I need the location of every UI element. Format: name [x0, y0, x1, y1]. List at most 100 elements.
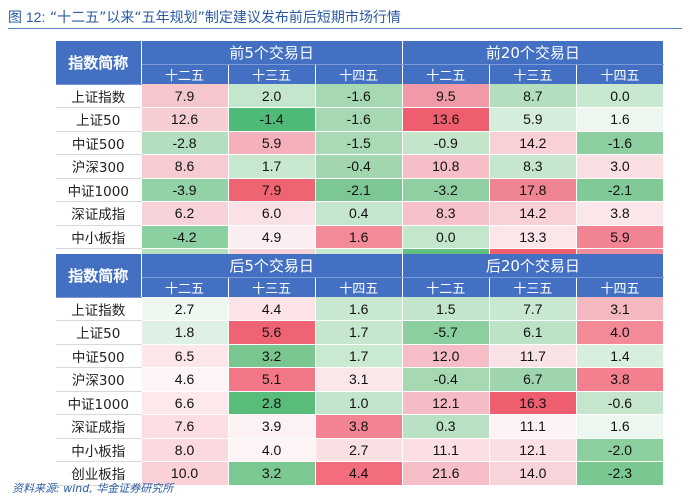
return-cell: 5.1 — [228, 367, 316, 392]
return-cell: 7.9 — [228, 178, 316, 202]
subheader-14th-plan: 十四五 — [576, 64, 665, 84]
table-row: 创业板指 10.0 3.2 4.4 21.6 14.0 -2.3 — [56, 461, 665, 486]
table-body: 上证指数 7.9 2.0 -1.6 9.5 8.7 0.0 上证50 12.6 -1.4 -1.6 1… — [56, 84, 665, 273]
return-cell: 2.7 — [141, 297, 229, 321]
table-row: 中证1000 6.6 2.8 1.0 12.1 16.3 -0.6 — [56, 391, 665, 415]
return-cell: -3.9 — [141, 178, 229, 202]
row-label: 深证成指 — [56, 201, 142, 226]
return-cell: 11.7 — [489, 344, 577, 368]
return-cell: 14.2 — [489, 201, 577, 226]
subheader-13th-plan: 十三五 — [228, 277, 316, 297]
return-cell: 8.0 — [141, 438, 229, 462]
subheader-13th-plan: 十三五 — [228, 64, 316, 84]
return-cell: 3.0 — [576, 154, 665, 179]
table-row: 中证500 -2.8 5.9 -1.5 -0.9 14.2 -1.6 — [56, 131, 665, 155]
return-cell: 3.2 — [228, 344, 316, 368]
row-label: 创业板指 — [56, 461, 142, 486]
return-cell: 8.3 — [402, 201, 490, 226]
return-cell: 5.9 — [489, 107, 577, 132]
group-header-before-5-days: 前5个交易日 — [141, 41, 403, 65]
return-cell: 4.4 — [315, 461, 403, 486]
table-row: 沪深300 8.6 1.7 -0.4 10.8 8.3 3.0 — [56, 154, 665, 179]
return-cell: 1.4 — [576, 344, 665, 368]
return-cell: -1.5 — [315, 131, 403, 155]
row-label: 上证50 — [56, 107, 142, 132]
return-cell: 1.7 — [315, 320, 403, 345]
return-cell: -2.1 — [315, 178, 403, 202]
table-row: 中小板指 -4.2 4.9 1.6 0.0 13.3 5.9 — [56, 225, 665, 249]
return-cell: -0.6 — [576, 391, 665, 415]
group-header-after-20-days: 后20个交易日 — [402, 254, 665, 278]
return-cell: -1.6 — [315, 107, 403, 132]
row-header-index-name: 指数简称 — [56, 254, 142, 298]
return-cell: -1.4 — [228, 107, 316, 132]
return-cell: 0.3 — [402, 414, 490, 439]
return-cell: 8.6 — [141, 154, 229, 179]
figure-caption: 图 12: “十二五”以来“五年规划”制定建议发布前后短期市场行情 — [8, 6, 682, 29]
row-label: 中证500 — [56, 131, 142, 155]
return-cell: 8.7 — [489, 84, 577, 108]
return-cell: 5.9 — [576, 225, 665, 249]
return-cell: 1.6 — [315, 225, 403, 249]
source-note: 资料来源: wind, 华金证券研究所 — [12, 482, 174, 495]
return-cell: 0.4 — [315, 201, 403, 226]
return-cell: 3.1 — [315, 367, 403, 392]
row-label: 深证成指 — [56, 414, 142, 439]
return-cell: 6.5 — [141, 344, 229, 368]
group-header-after-5-days: 后5个交易日 — [141, 254, 403, 278]
return-cell: 1.0 — [315, 391, 403, 415]
return-cell: 1.6 — [576, 107, 665, 132]
subheader-12th-plan: 十二五 — [402, 64, 490, 84]
return-cell: 5.9 — [228, 131, 316, 155]
subheader-14th-plan: 十四五 — [576, 277, 665, 297]
return-cell: 12.1 — [489, 438, 577, 462]
pre-release-returns-table: 指数简称 前5个交易日 前20个交易日 十二五 十三五 十四五 十二五 十三五 … — [56, 41, 665, 273]
return-cell: -2.3 — [576, 461, 665, 486]
return-cell: 11.1 — [489, 414, 577, 439]
row-label: 上证指数 — [56, 297, 142, 321]
return-cell: 7.6 — [141, 414, 229, 439]
return-cell: 0.0 — [402, 225, 490, 249]
return-cell: -2.1 — [576, 178, 665, 202]
return-cell: 6.7 — [489, 367, 577, 392]
return-cell: 6.6 — [141, 391, 229, 415]
return-cell: -0.4 — [315, 154, 403, 179]
row-label: 沪深300 — [56, 154, 142, 179]
row-label: 上证指数 — [56, 84, 142, 108]
return-cell: 10.0 — [141, 461, 229, 486]
return-cell: 4.0 — [576, 320, 665, 345]
subheader-13th-plan: 十三五 — [489, 277, 577, 297]
return-cell: 3.8 — [576, 201, 665, 226]
row-label: 中证1000 — [56, 178, 142, 202]
table-row: 中小板指 8.0 4.0 2.7 11.1 12.1 -2.0 — [56, 438, 665, 462]
return-cell: 1.5 — [402, 297, 490, 321]
return-cell: 4.0 — [228, 438, 316, 462]
row-label: 中小板指 — [56, 225, 142, 249]
return-cell: -5.7 — [402, 320, 490, 345]
return-cell: 3.8 — [315, 414, 403, 439]
return-cell: -1.6 — [576, 131, 665, 155]
return-cell: 8.3 — [489, 154, 577, 179]
return-cell: 4.6 — [141, 367, 229, 392]
return-cell: 3.9 — [228, 414, 316, 439]
row-label: 中证500 — [56, 344, 142, 368]
return-cell: 16.3 — [489, 391, 577, 415]
figure-number: 图 12: — [8, 9, 46, 25]
subheader-12th-plan: 十二五 — [141, 277, 229, 297]
return-cell: 6.0 — [228, 201, 316, 226]
return-cell: 1.6 — [576, 414, 665, 439]
return-cell: 4.4 — [228, 297, 316, 321]
return-cell: -2.0 — [576, 438, 665, 462]
subheader-13th-plan: 十三五 — [489, 64, 577, 84]
return-cell: 5.6 — [228, 320, 316, 345]
return-cell: -3.2 — [402, 178, 490, 202]
table-row: 沪深300 4.6 5.1 3.1 -0.4 6.7 3.8 — [56, 367, 665, 392]
return-cell: -2.8 — [141, 131, 229, 155]
return-cell: 13.6 — [402, 107, 490, 132]
table-body: 上证指数 2.7 4.4 1.6 1.5 7.7 3.1 上证50 1.8 5.6 1.7 -5.7 6… — [56, 297, 665, 486]
return-cell: 2.7 — [315, 438, 403, 462]
return-cell: 7.7 — [489, 297, 577, 321]
table-row: 上证指数 7.9 2.0 -1.6 9.5 8.7 0.0 — [56, 84, 665, 108]
subheader-12th-plan: 十二五 — [141, 64, 229, 84]
return-cell: 14.2 — [489, 131, 577, 155]
